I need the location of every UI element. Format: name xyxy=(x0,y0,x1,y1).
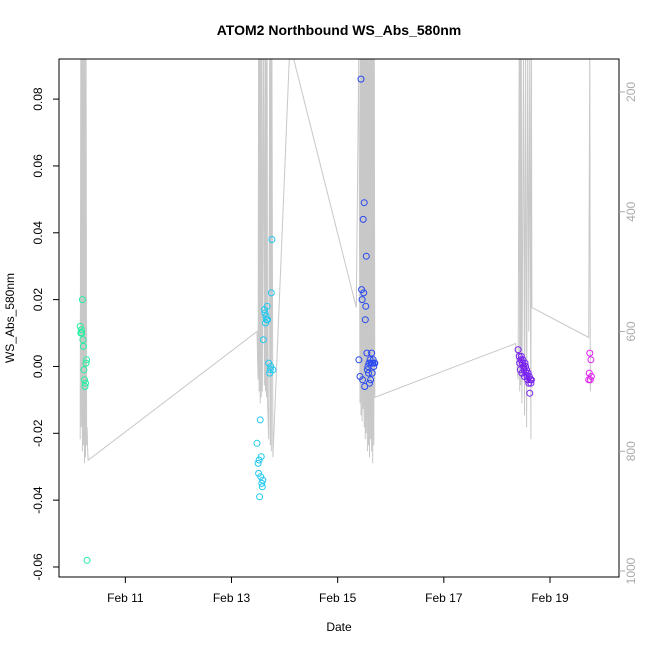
y-axis-label: WS_Abs_580nm xyxy=(3,273,17,363)
data-point-s2-20 xyxy=(367,376,375,384)
data-point-s0-4 xyxy=(78,296,86,304)
data-point-s2-13 xyxy=(363,349,371,357)
x-tick-label-0: Feb 11 xyxy=(107,591,144,605)
data-point-s4-4 xyxy=(587,356,595,364)
data-point-s2-0 xyxy=(355,356,363,364)
data-point-s2-14 xyxy=(363,366,371,374)
data-point-s1-18 xyxy=(264,316,272,324)
data-point-s3-4 xyxy=(517,356,525,364)
y2-tick-label-4: 1000 xyxy=(624,557,638,584)
data-point-s0-3 xyxy=(77,329,85,337)
data-point-s1-23 xyxy=(267,289,275,297)
data-point-s3-0 xyxy=(514,346,522,354)
data-point-s1-4 xyxy=(256,493,264,501)
y2-tick-label-0: 200 xyxy=(624,82,638,102)
data-point-s2-18 xyxy=(366,379,373,387)
data-point-s1-21 xyxy=(266,366,274,374)
data-point-s1-15 xyxy=(262,312,270,320)
data-point-s0-13 xyxy=(83,556,91,564)
data-point-s0-10 xyxy=(82,379,89,387)
data-point-s1-17 xyxy=(263,302,271,310)
chart-title: ATOM2 Northbound WS_Abs_580nm xyxy=(217,22,462,38)
data-point-s1-0 xyxy=(253,439,261,447)
data-point-s2-26 xyxy=(370,363,378,370)
y-tick-label-3: 0.02 xyxy=(31,288,45,312)
data-point-s2-9 xyxy=(361,383,369,390)
data-point-s1-5 xyxy=(256,416,264,424)
x-tick-label-3: Feb 17 xyxy=(425,591,463,605)
data-point-s3-24 xyxy=(527,376,535,384)
data-point-s3-5 xyxy=(517,352,525,360)
data-point-s3-21 xyxy=(526,389,534,397)
data-point-s2-2 xyxy=(357,75,365,83)
y2-tick-label-2: 600 xyxy=(624,321,638,341)
data-point-s0-8 xyxy=(81,376,88,384)
data-point-s0-11 xyxy=(82,359,90,367)
data-point-s2-5 xyxy=(359,376,367,384)
data-point-s0-6 xyxy=(79,342,87,350)
data-point-s4-1 xyxy=(585,369,593,377)
data-point-s1-13 xyxy=(261,309,269,317)
y-tick-label-2: 0.04 xyxy=(31,221,45,245)
x-axis: Feb 11 Feb 13 Feb 15 Feb 17 Feb 19 xyxy=(107,577,569,605)
data-point-s2-11 xyxy=(362,302,370,310)
data-point-s2-16 xyxy=(365,369,372,377)
data-point-s3-12 xyxy=(521,359,529,367)
y-tick-label-7: -0.06 xyxy=(31,553,45,581)
y-tick-label-5: -0.02 xyxy=(31,419,45,447)
data-point-s2-6 xyxy=(359,215,367,223)
data-point-s2-7 xyxy=(360,289,368,297)
data-point-s1-7 xyxy=(257,453,265,461)
data-point-s1-1 xyxy=(254,459,262,467)
data-point-s2-23 xyxy=(368,369,376,377)
data-point-s1-19 xyxy=(265,359,273,367)
data-point-s3-23 xyxy=(527,379,535,387)
y-tick-label-1: 0.06 xyxy=(31,154,45,178)
secondary-trace-layer xyxy=(79,59,592,464)
data-point-s4-2 xyxy=(586,349,594,357)
data-point-s0-0 xyxy=(76,322,84,330)
data-point-s0-1 xyxy=(77,326,85,334)
data-point-s0-12 xyxy=(83,356,91,364)
y-tick-label-4: 0.00 xyxy=(31,354,45,378)
data-point-s3-18 xyxy=(524,369,532,377)
y-axis: 0.08 0.06 0.04 0.02 0.00 -0.02 -0.04 -0.06 xyxy=(31,87,59,581)
secondary-y-axis: 200 400 600 800 1000 xyxy=(619,82,638,584)
data-point-s2-10 xyxy=(361,316,369,324)
data-point-s2-12 xyxy=(362,252,370,260)
data-point-s2-8 xyxy=(360,199,368,207)
data-point-s0-7 xyxy=(80,366,88,374)
data-point-s4-5 xyxy=(587,373,595,380)
y-tick-label-0: 0.08 xyxy=(31,87,45,111)
data-point-s1-9 xyxy=(258,483,266,491)
data-points-layer xyxy=(76,75,595,564)
data-point-s1-11 xyxy=(259,336,267,344)
data-point-s1-25 xyxy=(269,366,277,374)
secondary-trace-line xyxy=(79,59,592,464)
y2-tick-label-3: 800 xyxy=(624,441,638,461)
plot-frame xyxy=(58,58,620,578)
data-point-s0-9 xyxy=(81,383,89,390)
data-point-s1-6 xyxy=(257,473,265,481)
x-tick-label-1: Feb 13 xyxy=(213,591,251,605)
data-point-s1-24 xyxy=(268,236,276,243)
x-axis-label: Date xyxy=(326,620,352,634)
data-point-s2-28 xyxy=(371,359,379,367)
y2-tick-label-1: 400 xyxy=(624,201,638,221)
data-point-s2-22 xyxy=(368,349,376,357)
data-point-s4-3 xyxy=(586,376,594,384)
data-point-s3-13 xyxy=(522,363,530,370)
data-point-s2-25 xyxy=(369,356,377,364)
y-tick-label-6: -0.04 xyxy=(31,486,45,514)
x-tick-label-2: Feb 15 xyxy=(319,591,357,605)
data-point-s2-4 xyxy=(358,296,366,304)
data-point-s0-5 xyxy=(79,336,87,344)
data-point-s1-8 xyxy=(258,479,266,487)
x-tick-label-4: Feb 19 xyxy=(531,591,569,605)
data-point-s1-10 xyxy=(259,476,267,484)
data-point-s3-15 xyxy=(523,366,531,374)
